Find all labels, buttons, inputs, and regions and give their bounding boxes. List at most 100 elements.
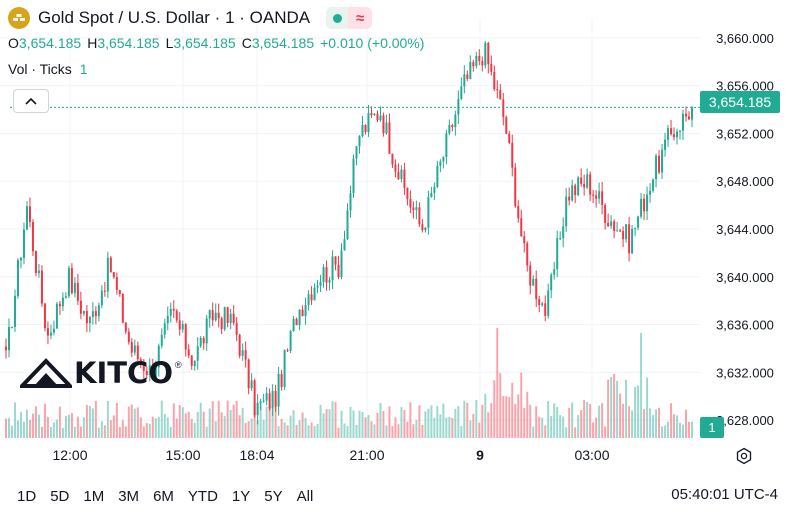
volume-bar bbox=[628, 406, 631, 438]
volume-bar bbox=[175, 418, 178, 438]
volume-bar bbox=[379, 402, 382, 438]
candle-body bbox=[622, 231, 625, 240]
volume-bar bbox=[535, 406, 538, 438]
volume-bar bbox=[307, 425, 310, 438]
range-button-all[interactable]: All bbox=[290, 488, 321, 505]
volume-legend: Vol · Ticks 1 bbox=[8, 60, 88, 78]
candle-body bbox=[532, 278, 535, 286]
range-button-3m[interactable]: 3M bbox=[111, 488, 146, 505]
volume-bar bbox=[85, 404, 88, 438]
time-tick-label: 15:00 bbox=[165, 447, 200, 463]
range-button-ytd[interactable]: YTD bbox=[181, 488, 225, 505]
candle-body bbox=[325, 267, 328, 283]
price-tick-label: 3,628.000 bbox=[716, 413, 774, 428]
candle-body bbox=[445, 133, 448, 157]
time-tick-label: 21:00 bbox=[349, 447, 384, 463]
candle-body bbox=[73, 283, 76, 294]
candle-body bbox=[631, 228, 634, 254]
current-price-badge: 3,654.185 bbox=[700, 91, 780, 113]
candle-body bbox=[205, 318, 208, 344]
candle-body bbox=[571, 185, 574, 201]
symbol-title[interactable]: Gold Spot / U.S. Dollar · 1 · OANDA bbox=[38, 8, 311, 27]
candle-body bbox=[346, 210, 349, 240]
volume-bar bbox=[295, 424, 298, 438]
volume-bar bbox=[247, 421, 250, 438]
volume-bar bbox=[466, 402, 469, 438]
volume-bar bbox=[544, 425, 547, 438]
volume-bar bbox=[658, 407, 661, 438]
volume-bar bbox=[388, 406, 391, 438]
range-button-1m[interactable]: 1M bbox=[76, 488, 111, 505]
kitco-mark-icon bbox=[20, 358, 72, 388]
candle-body bbox=[175, 310, 178, 321]
volume-bar bbox=[574, 427, 577, 438]
candle-body bbox=[109, 257, 112, 273]
candle-body bbox=[520, 218, 523, 237]
candle-body bbox=[691, 107, 693, 120]
volume-bar bbox=[508, 396, 511, 438]
range-button-5y[interactable]: 5Y bbox=[257, 488, 289, 505]
volume-bar bbox=[682, 424, 685, 438]
candle-body bbox=[646, 194, 649, 212]
volume-bar bbox=[547, 400, 550, 438]
candle-body bbox=[55, 303, 58, 329]
volume-bar bbox=[391, 426, 394, 438]
candle-body bbox=[352, 158, 355, 194]
range-button-1d[interactable]: 1D bbox=[10, 488, 43, 505]
volume-bar bbox=[298, 420, 301, 438]
candle-body bbox=[607, 222, 610, 226]
range-button-5d[interactable]: 5D bbox=[43, 488, 76, 505]
candle-body bbox=[355, 146, 358, 159]
candle-body bbox=[472, 62, 475, 67]
volume-bar bbox=[82, 417, 85, 438]
market-status-pill[interactable]: ≈ bbox=[326, 7, 373, 29]
collapse-legend-button[interactable] bbox=[13, 89, 49, 113]
candle-body bbox=[22, 229, 25, 258]
candle-body bbox=[385, 122, 388, 134]
volume-bar bbox=[118, 427, 121, 438]
volume-bar bbox=[406, 421, 409, 438]
volume-bar bbox=[673, 414, 676, 438]
volume-bar bbox=[529, 404, 532, 438]
candle-body bbox=[190, 355, 193, 367]
chart-settings-button[interactable] bbox=[733, 445, 755, 467]
candle-body bbox=[94, 311, 97, 317]
candle-body bbox=[508, 133, 511, 143]
candle-body bbox=[118, 290, 121, 294]
volume-bar bbox=[301, 412, 304, 438]
volume-bar bbox=[463, 400, 466, 438]
volume-bar bbox=[22, 421, 25, 438]
candle-body bbox=[364, 124, 367, 133]
volume-bar bbox=[253, 403, 256, 438]
volume-bar bbox=[340, 410, 343, 438]
candle-body bbox=[382, 115, 385, 134]
time-axis[interactable]: 12:00 15:00 18:04 21:00 9 03:00 bbox=[52, 447, 609, 463]
volume-bar bbox=[238, 415, 241, 438]
volume-bar bbox=[421, 425, 424, 438]
volume-bar bbox=[607, 379, 610, 438]
candle-body bbox=[142, 362, 145, 371]
volume-bar bbox=[688, 421, 691, 438]
candle-body bbox=[391, 153, 394, 165]
candle-body bbox=[466, 74, 469, 79]
candle-body bbox=[286, 350, 289, 352]
candle-body bbox=[490, 64, 493, 72]
candle-body bbox=[427, 196, 430, 228]
candle-body bbox=[418, 207, 421, 225]
range-button-6m[interactable]: 6M bbox=[146, 488, 181, 505]
candle-body bbox=[337, 264, 340, 278]
candle-body bbox=[166, 315, 169, 324]
candle-body bbox=[592, 194, 595, 196]
price-axis[interactable]: 3,628.000 3,632.000 3,636.000 3,640.000 3,64… bbox=[716, 31, 774, 428]
candle-body bbox=[193, 360, 196, 367]
range-button-1y[interactable]: 1Y bbox=[225, 488, 257, 505]
volume-label[interactable]: Vol · Ticks bbox=[8, 61, 72, 77]
candle-body bbox=[502, 99, 505, 118]
volume-bar bbox=[70, 412, 73, 438]
volume-bar bbox=[214, 421, 217, 438]
candle-body bbox=[223, 307, 226, 330]
volume-bar bbox=[58, 406, 61, 438]
volume-bar bbox=[583, 400, 586, 438]
candle-body bbox=[388, 122, 391, 154]
